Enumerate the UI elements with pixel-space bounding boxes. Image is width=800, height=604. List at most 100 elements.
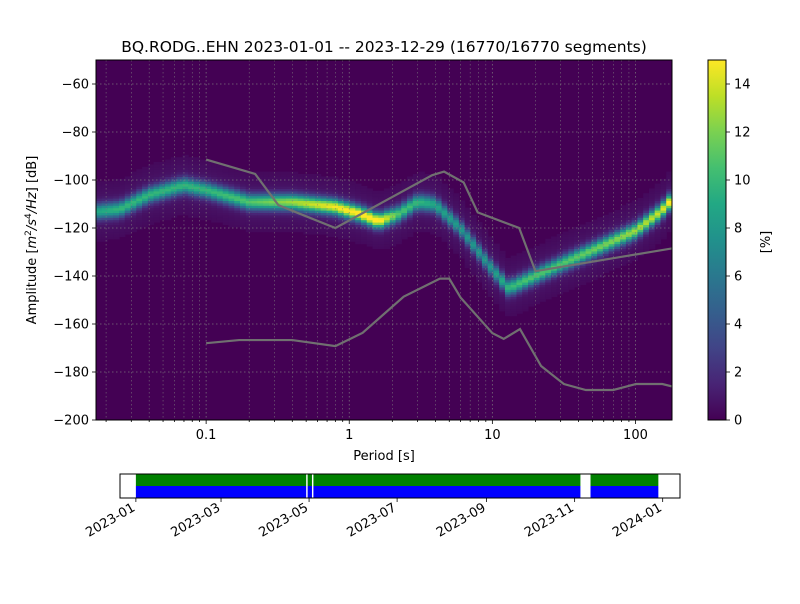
heatmap-cell bbox=[257, 212, 264, 216]
heatmap-cell bbox=[441, 238, 448, 242]
heatmap-cell bbox=[170, 205, 178, 209]
heatmap-cell bbox=[660, 236, 667, 240]
heatmap-cell bbox=[493, 260, 500, 264]
heatmap-cell bbox=[216, 169, 224, 173]
heatmap-cell bbox=[286, 188, 293, 192]
heatmap-cell bbox=[366, 229, 374, 233]
heatmap-cell bbox=[378, 231, 385, 235]
heatmap-cell bbox=[222, 166, 230, 170]
heatmap-cell bbox=[234, 181, 241, 185]
heatmap-cell bbox=[101, 198, 109, 201]
y-tick-label: −60 bbox=[62, 78, 89, 93]
heatmap-cell bbox=[291, 219, 299, 223]
heatmap-cell bbox=[182, 212, 189, 216]
heatmap-cell bbox=[597, 222, 604, 225]
heatmap-cell bbox=[620, 214, 627, 218]
heatmap-cell bbox=[199, 159, 207, 163]
heatmap-cell bbox=[263, 171, 270, 175]
heatmap-cell bbox=[251, 226, 258, 230]
heatmap-cell bbox=[142, 174, 149, 177]
heatmap-cell bbox=[211, 214, 218, 218]
heatmap-cell bbox=[320, 212, 327, 216]
heatmap-cell bbox=[464, 212, 471, 216]
heatmap-cell bbox=[487, 286, 495, 290]
heatmap-cell bbox=[153, 202, 160, 206]
heatmap-cell bbox=[533, 291, 541, 295]
heatmap-cell bbox=[228, 193, 235, 197]
heatmap-cell bbox=[476, 224, 483, 228]
heatmap-cell bbox=[263, 202, 270, 206]
heatmap-cell bbox=[458, 234, 466, 237]
heatmap-cell bbox=[562, 255, 569, 259]
heatmap-cell bbox=[113, 214, 120, 218]
heatmap-cell bbox=[378, 243, 385, 247]
heatmap-cell bbox=[205, 207, 212, 211]
heatmap-cell bbox=[366, 238, 374, 242]
heatmap-cell bbox=[159, 183, 166, 187]
heatmap-cell bbox=[499, 286, 506, 290]
heatmap-cell bbox=[453, 238, 460, 242]
heatmap-cell bbox=[516, 289, 523, 293]
heatmap-cell bbox=[101, 193, 109, 197]
heatmap-cell bbox=[620, 226, 627, 230]
heatmap-cell bbox=[487, 291, 495, 295]
heatmap-cell bbox=[314, 181, 322, 185]
heatmap-cell bbox=[654, 214, 662, 218]
heatmap-cell bbox=[568, 234, 575, 237]
heatmap-cell bbox=[464, 248, 471, 252]
heatmap-cell bbox=[119, 212, 126, 216]
heatmap-cell bbox=[389, 236, 397, 240]
heatmap-cell bbox=[625, 205, 633, 209]
heatmap-cell bbox=[602, 234, 610, 237]
heatmap-cell bbox=[510, 308, 518, 312]
heatmap-cell bbox=[620, 217, 627, 221]
heatmap-cell bbox=[349, 229, 356, 233]
heatmap-cell bbox=[188, 162, 195, 165]
heatmap-cell bbox=[545, 238, 552, 242]
nhnm-line bbox=[205, 158, 672, 273]
heatmap-cell bbox=[533, 260, 541, 264]
heatmap-cell bbox=[165, 210, 172, 213]
heatmap-cell bbox=[591, 277, 598, 281]
heatmap-cell bbox=[343, 217, 351, 221]
heatmap-cell bbox=[372, 243, 379, 247]
heatmap-cell bbox=[170, 164, 178, 168]
heatmap-cell bbox=[637, 207, 644, 211]
heatmap-cell bbox=[401, 193, 408, 197]
heatmap-cell bbox=[458, 255, 466, 259]
heatmap-cell bbox=[493, 272, 500, 276]
heatmap-cell bbox=[182, 174, 189, 177]
heatmap-cell bbox=[314, 205, 322, 209]
heatmap-cell bbox=[395, 210, 402, 213]
heatmap-cell bbox=[453, 224, 460, 228]
heatmap-cell bbox=[458, 231, 466, 235]
heatmap-cell bbox=[620, 224, 627, 228]
heatmap-cell bbox=[136, 195, 143, 199]
heatmap-cell bbox=[522, 279, 529, 283]
heatmap-cell bbox=[176, 169, 183, 173]
heatmap-cell bbox=[337, 188, 345, 192]
heatmap-cell bbox=[441, 186, 448, 189]
heatmap-cell bbox=[458, 238, 466, 242]
heatmap-cell bbox=[355, 195, 362, 199]
heatmap-cell bbox=[510, 270, 518, 273]
heatmap-cell bbox=[499, 262, 506, 266]
heatmap-cell bbox=[130, 224, 137, 228]
heatmap-cell bbox=[280, 202, 287, 206]
heatmap-cell bbox=[211, 162, 218, 165]
heatmap-cell bbox=[435, 226, 443, 230]
heatmap-cell bbox=[107, 234, 114, 237]
timeline-frame bbox=[119, 473, 681, 499]
heatmap-cell bbox=[113, 222, 120, 225]
heatmap-cell bbox=[176, 176, 183, 180]
heatmap-cell bbox=[401, 183, 408, 187]
heatmap-cell bbox=[332, 229, 339, 233]
heatmap-cell bbox=[159, 205, 166, 209]
heatmap-cell bbox=[430, 193, 437, 197]
heatmap-cell bbox=[435, 231, 443, 235]
heatmap-cell bbox=[481, 267, 489, 271]
heatmap-cell bbox=[591, 272, 598, 276]
heatmap-cell bbox=[280, 226, 287, 230]
y-tick-label: −80 bbox=[62, 126, 89, 141]
heatmap-cell bbox=[274, 212, 281, 216]
